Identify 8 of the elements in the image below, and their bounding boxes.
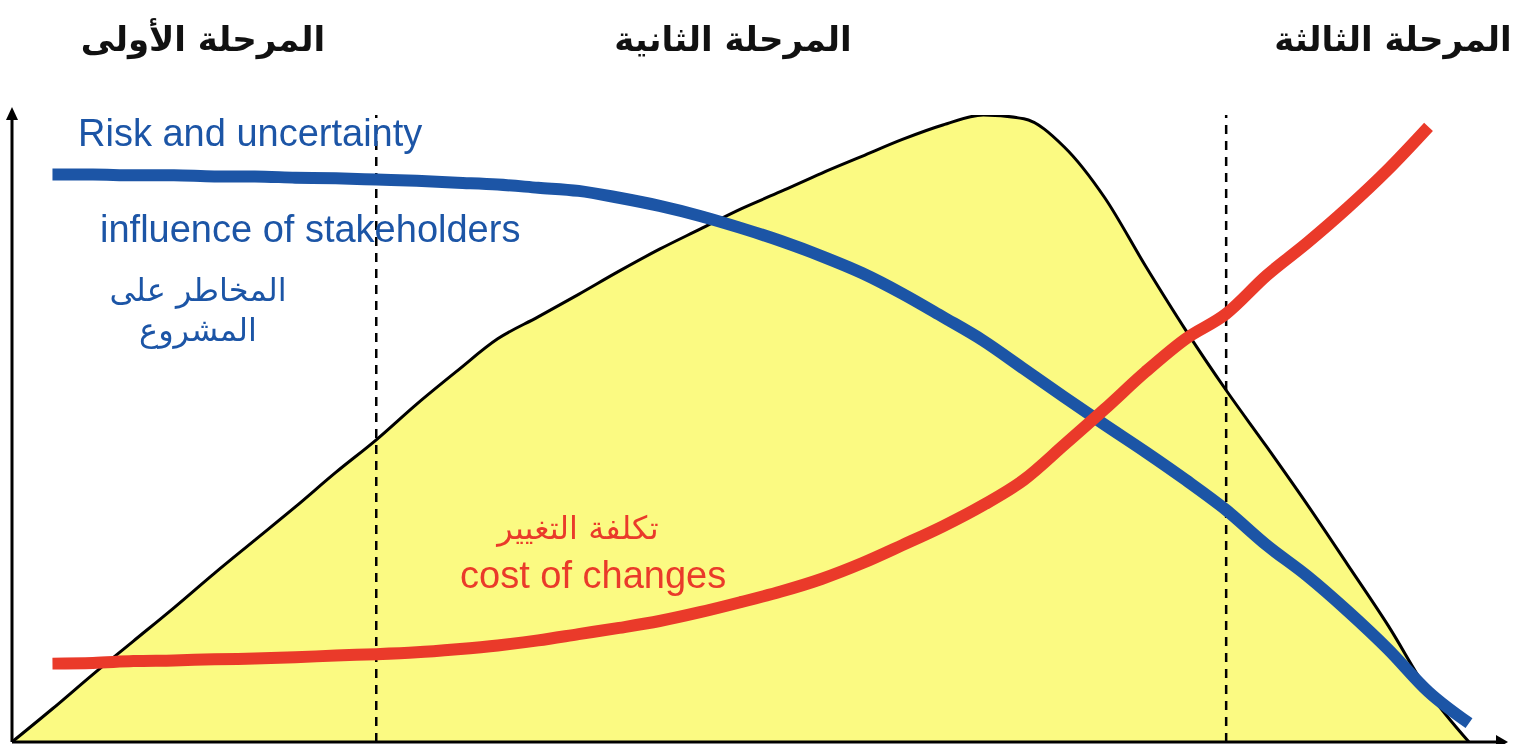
annotation: تكلفة التغيير	[495, 508, 660, 548]
annotation: influence of stakeholders	[100, 207, 522, 252]
text: المرحلة الأولى	[79, 18, 327, 61]
annotation: cost of changes	[460, 553, 728, 598]
text: المرحلة الثالثة	[1273, 18, 1513, 61]
text: المرحلة الثانية	[613, 18, 853, 61]
annotation: المخاطر على المشروع	[108, 270, 288, 350]
annotation: Risk and uncertainty	[78, 111, 424, 156]
